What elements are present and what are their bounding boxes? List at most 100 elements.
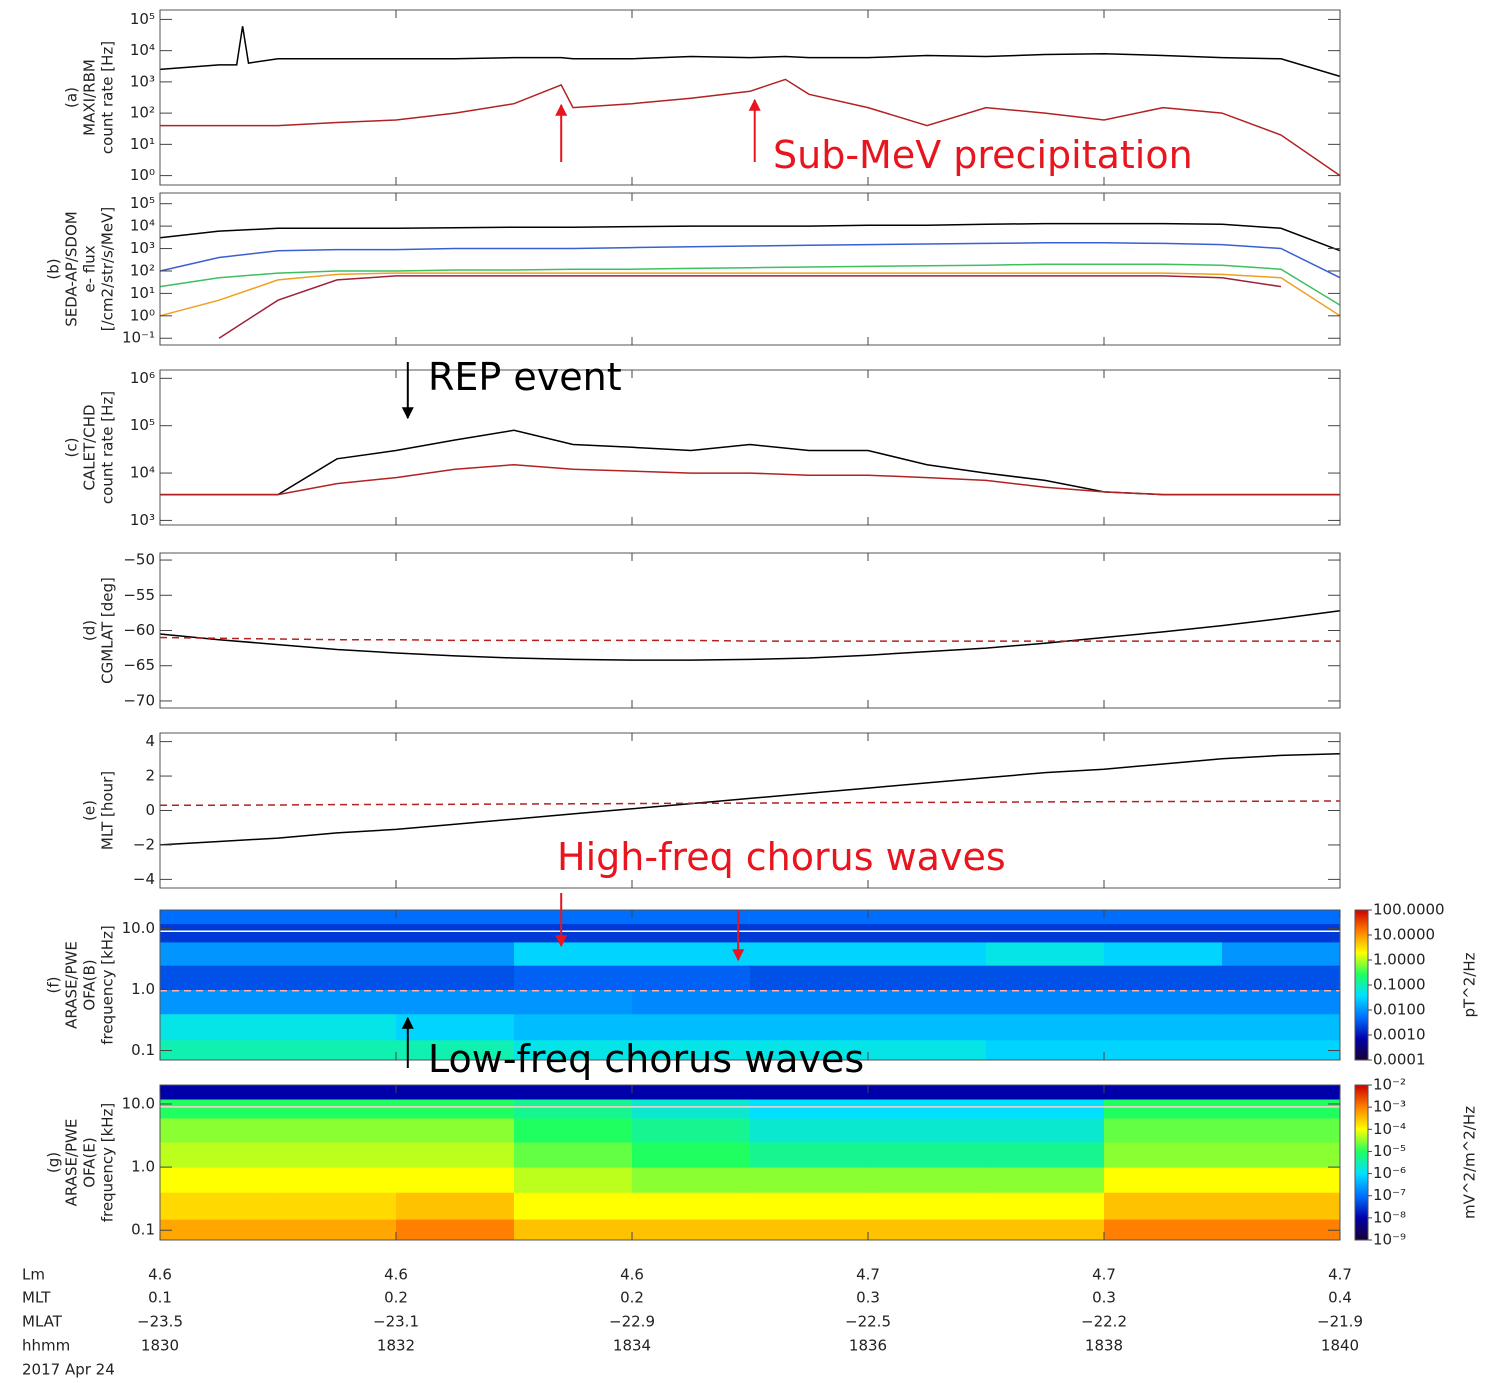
heatmap-cell (160, 1085, 279, 1100)
heatmap-cell (396, 1039, 515, 1061)
panel: 10⁰ 10¹ 10² 10³ 10⁴ 10⁵ (a) MAXI/RBM count rate … (63, 9, 1341, 186)
y-tick-label: 10.0 (122, 1094, 155, 1112)
y-tick-label: 2 (145, 767, 155, 785)
heatmap-cell (1222, 910, 1341, 925)
y-tick-label: −65 (123, 656, 155, 674)
y-tick-label: −55 (123, 586, 155, 604)
heatmap-cell (278, 1039, 397, 1061)
y-tick-label: 10³ (130, 72, 155, 90)
heatmap-cell (632, 989, 751, 1015)
y-axis-label: OFA(B) (81, 959, 99, 1010)
heatmap-cell (160, 923, 279, 943)
heatmap-cell (278, 1141, 397, 1168)
series-line (218, 275, 1282, 339)
heatmap-cell (160, 965, 279, 990)
heatmap-cell (396, 1118, 515, 1143)
y-axis-label: count rate [Hz] (99, 391, 117, 504)
heatmap-cell (868, 1039, 987, 1061)
y-tick-label: 4 (145, 732, 155, 750)
heatmap-cell (1104, 1192, 1223, 1220)
heatmap-cell (396, 941, 515, 966)
panel: −50 −55 −60 −65 −70 (d) CGMLAT [deg] (81, 551, 1341, 709)
time-axis-value: 4.6 (148, 1266, 172, 1284)
heatmap-cell (1222, 923, 1341, 943)
heatmap-cell (1222, 1099, 1341, 1119)
heatmap-cell (396, 1192, 515, 1220)
colorbar-tick-label: 10⁻³ (1373, 1098, 1406, 1116)
heatmap-cell (632, 941, 751, 966)
y-axis-label: frequency [kHz] (99, 1103, 117, 1223)
heatmap-cell (868, 989, 987, 1015)
series-line (159, 636, 1340, 642)
heatmap-cell (396, 989, 515, 1015)
panel: 10³ 10⁴ 10⁵ 10⁶ (c) CALET/CHD count rate [Hz] R… (63, 355, 1341, 529)
colorbar-tick-label: 100.0000 (1373, 901, 1445, 919)
heatmap-cell (750, 1192, 869, 1220)
heatmap-cell (514, 1099, 633, 1119)
series-line (159, 263, 1341, 306)
heatmap-cell (868, 1219, 987, 1241)
time-axis-value: −22.5 (845, 1313, 891, 1331)
heatmap-cell (632, 1039, 751, 1061)
heatmap-cell (278, 1118, 397, 1143)
y-tick-label: 10⁵ (130, 416, 155, 434)
heatmap-cell (1104, 1141, 1223, 1168)
y-tick-label: −60 (123, 621, 155, 639)
heatmap-cell (514, 1039, 633, 1061)
y-tick-label: −70 (123, 691, 155, 709)
heatmap-cell (514, 923, 633, 943)
y-axis-label: frequency [kHz] (99, 925, 117, 1045)
time-axis-value: 4.6 (620, 1266, 644, 1284)
heatmap-cell (278, 1192, 397, 1220)
heatmap-cell (986, 989, 1105, 1015)
heatmap-cell (986, 1118, 1105, 1143)
y-tick-label: 10⁵ (130, 10, 155, 28)
heatmap-cell (278, 965, 397, 990)
time-axis-value: −23.1 (373, 1313, 419, 1331)
heatmap-cell (1104, 1099, 1223, 1119)
heatmap-cell (1222, 941, 1341, 966)
y-axis-label: (e) (81, 800, 99, 821)
heatmap-cell (1222, 1192, 1341, 1220)
y-tick-label: 10² (130, 104, 155, 122)
series-line (159, 752, 1341, 846)
heatmap-cell (868, 965, 987, 990)
heatmap-cell (1222, 1118, 1341, 1143)
heatmap-cell (750, 965, 869, 990)
heatmap-cell (514, 1167, 633, 1193)
heatmap-cell (868, 910, 987, 925)
y-tick-label: 10³ (130, 239, 155, 257)
time-axis-value: 1838 (1085, 1337, 1123, 1355)
y-tick-label: 10¹ (130, 135, 155, 153)
y-axis-label: ARASE/PWE (63, 1119, 81, 1207)
y-tick-label: 10³ (130, 511, 155, 529)
heatmap-cell (514, 1013, 633, 1041)
heatmap-cell (514, 965, 633, 990)
y-axis-label: OFA(E) (81, 1137, 99, 1188)
colorbar-tick-label: 10⁻⁷ (1373, 1186, 1406, 1204)
heatmap-cell (396, 1013, 515, 1041)
heatmap-cell (632, 923, 751, 943)
y-tick-label: 10.0 (122, 919, 155, 937)
plot-frame (159, 192, 1341, 346)
y-axis-label: (g) (45, 1152, 63, 1173)
heatmap-cell (1104, 910, 1223, 925)
panel: 0.0001 0.0010 0.0100 0.1000 1.0000 10.0000 100… (45, 835, 1479, 1081)
heatmap-cell (986, 1085, 1105, 1100)
colorbar-tick-label: 0.0001 (1373, 1051, 1426, 1069)
panel: −4 −2 0 2 4 (e) MLT [hour] (81, 732, 1341, 889)
annotation: Sub-MeV precipitation (773, 133, 1193, 177)
time-axis-value: 4.7 (1328, 1266, 1352, 1284)
heatmap-cell (1222, 1039, 1341, 1061)
heatmap-cell (868, 1118, 987, 1143)
heatmap-cell (278, 1085, 397, 1100)
heatmap-cell (986, 923, 1105, 943)
heatmap-cell (160, 989, 279, 1015)
heatmap-cell (986, 910, 1105, 925)
heatmap-cell (868, 941, 987, 966)
heatmap-cell (986, 1039, 1105, 1061)
y-tick-label: −4 (133, 870, 155, 888)
time-axis-value: 1836 (849, 1337, 887, 1355)
heatmap-cell (1104, 1085, 1223, 1100)
colorbar-label: pT^2/Hz (1461, 952, 1479, 1017)
